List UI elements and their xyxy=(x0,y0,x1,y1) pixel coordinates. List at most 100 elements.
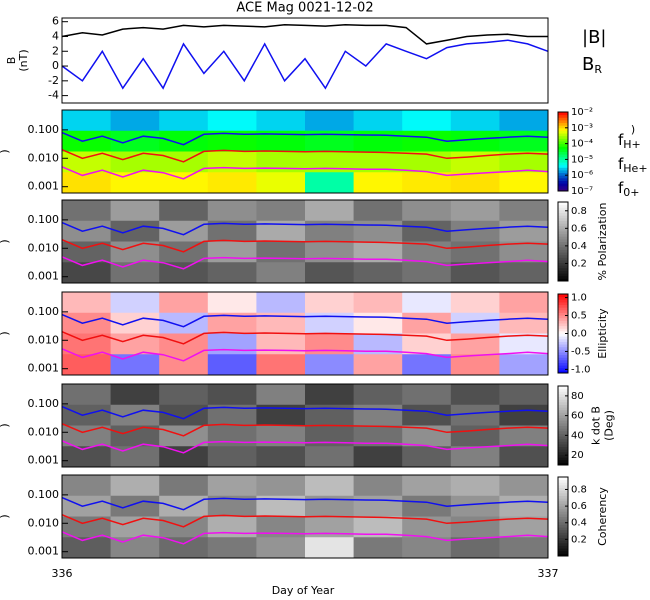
heatmap-cell xyxy=(499,516,549,538)
colorbar-swatch xyxy=(558,322,568,327)
heatmap-cell xyxy=(353,384,403,406)
y-tick-label: 0.010 xyxy=(28,151,60,164)
colorbar-swatch xyxy=(558,422,568,426)
colorbar-label: % Polarization xyxy=(596,203,609,281)
colorbar-swatch xyxy=(558,130,568,134)
heatmap-cell xyxy=(110,384,160,406)
panel: 10⁻²10⁻³10⁻⁴10⁻⁵10⁻⁶10⁻⁷))fH+fHe+f0+0.10… xyxy=(0,107,648,199)
y-axis-label: ) xyxy=(0,149,11,153)
heatmap-cell xyxy=(256,292,306,314)
colorbar-frame xyxy=(557,201,569,282)
colorbar-swatch xyxy=(558,399,568,403)
colorbar-swatch xyxy=(558,532,568,536)
colorbar-tick-label: 10⁻⁶ xyxy=(571,170,593,181)
y-tick-label: 0.010 xyxy=(28,516,60,529)
heatmap-cell xyxy=(256,475,306,497)
colorbar-tick-label: 10⁻² xyxy=(571,107,593,118)
heatmap-cell xyxy=(305,354,355,376)
heatmap-cell xyxy=(305,495,355,517)
heatmap-cell xyxy=(499,110,549,132)
heatmap-cell xyxy=(159,446,209,468)
heatmap-cell xyxy=(207,220,257,242)
heatmap-cell xyxy=(450,292,500,314)
colorbar-swatch xyxy=(558,185,568,189)
heatmap-cell xyxy=(499,446,549,468)
heatmap-cell xyxy=(62,130,112,152)
colorbar-tick-label: 1.0 xyxy=(571,293,587,304)
heatmap-cell xyxy=(305,475,355,497)
heatmap-cell xyxy=(499,495,549,517)
colorbar-swatch xyxy=(558,215,568,219)
heatmap-cell xyxy=(207,384,257,406)
heatmap-cell xyxy=(159,384,209,406)
heatmap-cell xyxy=(353,200,403,222)
colorbar-swatch xyxy=(558,420,568,424)
colorbar-tick-label: 60 xyxy=(571,411,584,422)
colorbar-swatch xyxy=(558,167,568,171)
colorbar-swatch xyxy=(558,338,568,342)
heatmap-cell xyxy=(207,151,257,173)
heatmap-cell xyxy=(499,262,549,284)
heatmap-cell xyxy=(402,292,452,314)
colorbar-swatch xyxy=(558,252,568,256)
colorbar-swatch xyxy=(558,367,568,371)
series-line xyxy=(61,514,549,528)
colorbar-swatch xyxy=(558,430,568,434)
legend-name: |B| xyxy=(582,27,606,48)
heatmap-cell xyxy=(450,200,500,222)
heatmap-cell xyxy=(207,241,257,263)
colorbar-swatch xyxy=(558,548,568,552)
series-line xyxy=(61,405,549,420)
colorbar-swatch xyxy=(558,527,568,531)
heatmap-cell xyxy=(353,537,403,559)
legend-name: B xyxy=(582,54,594,75)
heatmap-cell xyxy=(256,130,306,152)
heatmap-cell xyxy=(353,516,403,538)
colorbar-swatch xyxy=(558,519,568,523)
colorbar-swatch xyxy=(558,454,568,458)
colorbar-swatch xyxy=(558,487,568,491)
colorbar-swatch xyxy=(558,146,568,150)
colorbar-swatch xyxy=(558,122,568,126)
heatmap-cell xyxy=(62,354,112,376)
colorbar-swatch xyxy=(558,511,568,515)
colorbar-swatch xyxy=(558,401,568,405)
colorbar-swatch xyxy=(558,328,568,332)
panel: 20 40 60 80 k dot B(Deg)) 0.100 0.010 0.001 xyxy=(0,383,616,468)
colorbar-swatch xyxy=(558,357,568,361)
colorbar-label: Coherency xyxy=(596,487,609,546)
legend-name: f xyxy=(618,131,624,149)
y-tick-label: 0.010 xyxy=(28,333,60,346)
colorbar-swatch xyxy=(558,117,568,121)
heatmap-cell xyxy=(159,262,209,284)
colorbar-swatch xyxy=(558,344,568,348)
heatmap-cell xyxy=(305,110,355,132)
colorbar-swatch xyxy=(558,441,568,445)
heatmap-cell xyxy=(207,475,257,497)
colorbar-swatch xyxy=(558,386,568,390)
y-tick-label: 4 xyxy=(52,29,59,42)
colorbar-tick-label: -1.0 xyxy=(571,364,591,375)
heatmap-cell xyxy=(207,312,257,334)
heatmap-cell xyxy=(110,475,160,497)
heatmap-cell xyxy=(305,425,355,447)
y-tick-label: 0.100 xyxy=(28,397,60,410)
y-tick-label: 0.001 xyxy=(28,454,60,467)
heatmap-cell xyxy=(499,425,549,447)
heatmap-cell xyxy=(499,333,549,355)
legend-name: f xyxy=(618,179,624,197)
heatmap-cell xyxy=(353,475,403,497)
heatmap-cell xyxy=(499,130,549,152)
heatmap-cell xyxy=(305,384,355,406)
colorbar-tick-label: 0.8 xyxy=(571,484,587,495)
heatmap-cell xyxy=(353,151,403,173)
heatmap-cell xyxy=(305,130,355,152)
colorbar-swatch xyxy=(558,428,568,432)
colorbar-swatch xyxy=(558,482,568,486)
plot-frame xyxy=(61,109,549,194)
legend-subscript: H+ xyxy=(623,138,641,151)
colorbar-swatch xyxy=(558,451,568,455)
colorbar-swatch xyxy=(558,407,568,411)
colorbar-swatch xyxy=(558,393,568,398)
